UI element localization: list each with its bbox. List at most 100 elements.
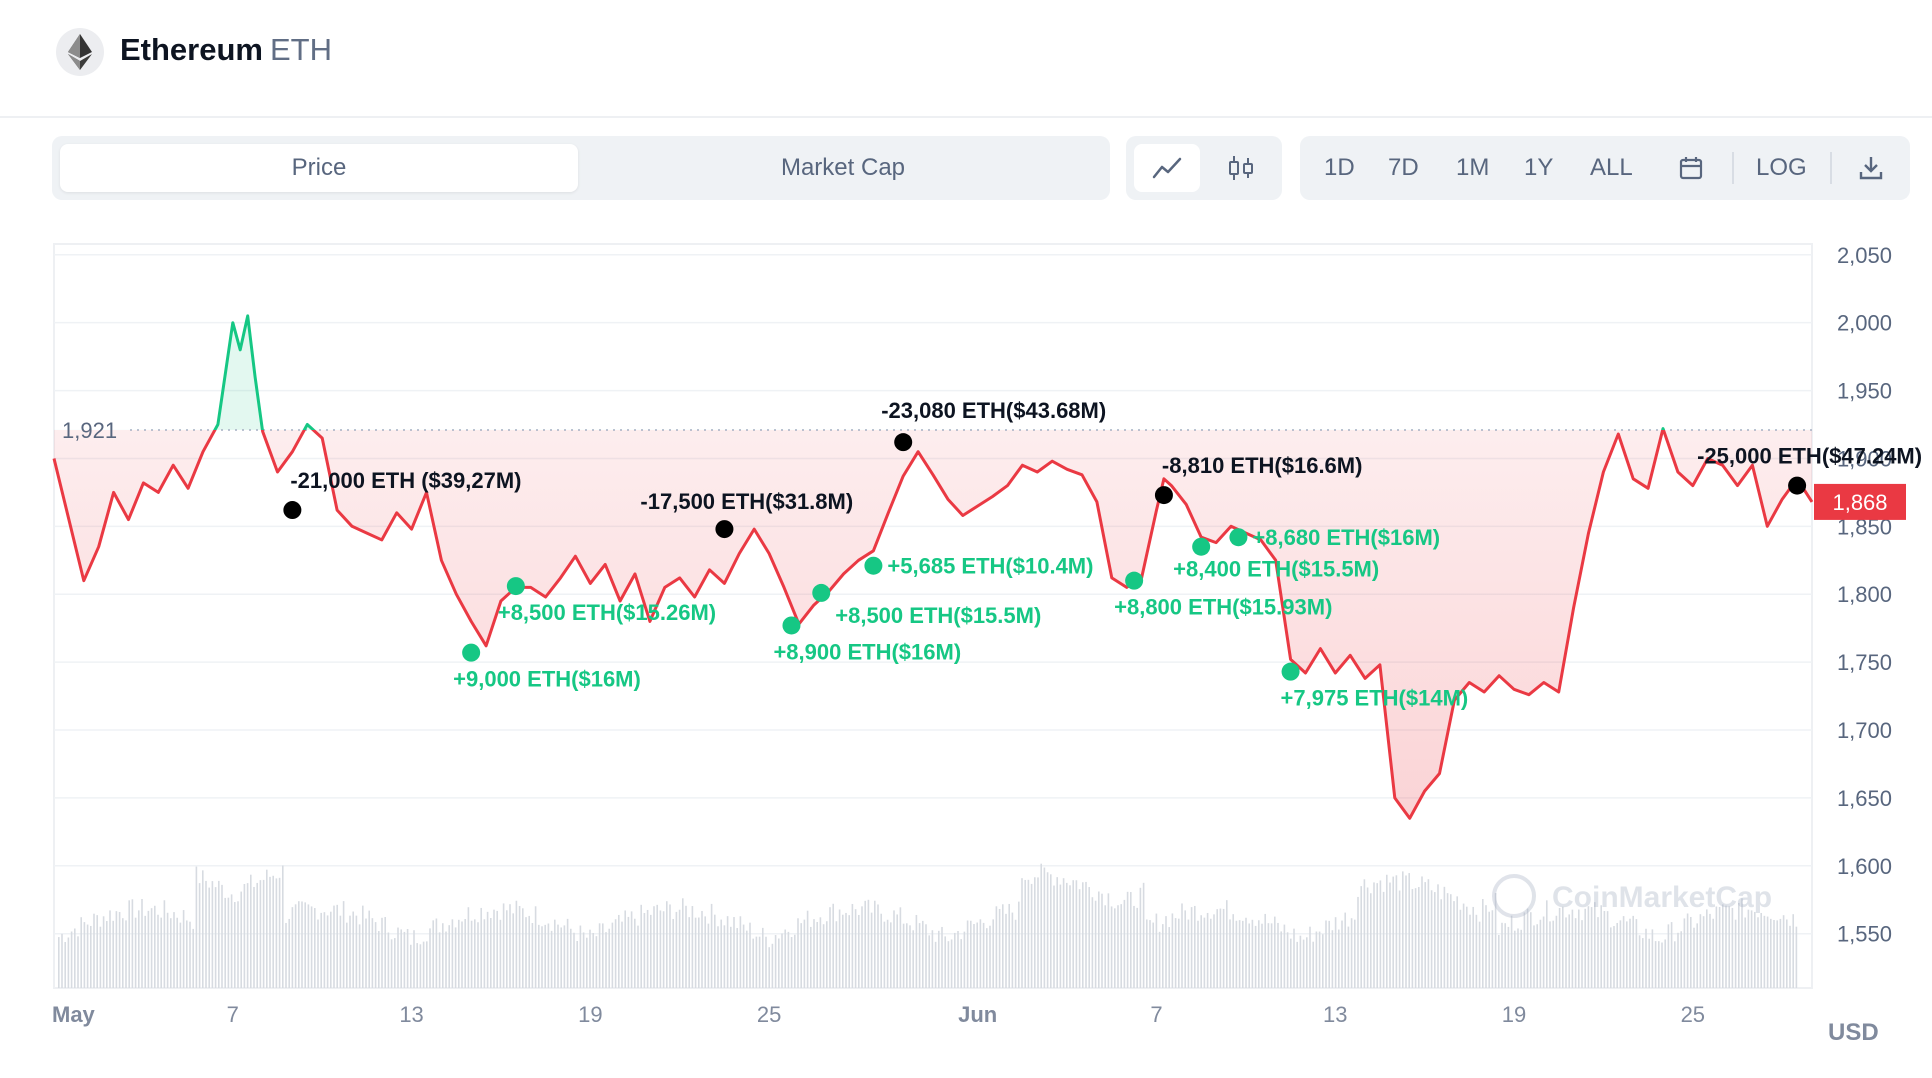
volume-bar <box>80 917 82 988</box>
buy-marker <box>506 577 525 596</box>
buy-marker <box>1281 662 1300 681</box>
volume-bar <box>544 924 546 988</box>
volume-bar <box>1181 903 1183 988</box>
range-all[interactable]: ALL <box>1590 154 1633 181</box>
sell-marker <box>1154 486 1173 505</box>
volume-bar <box>1126 891 1129 988</box>
range-7d[interactable]: 7D <box>1388 154 1419 181</box>
volume-bar <box>106 921 108 988</box>
volume-bar <box>906 923 908 988</box>
volume-bar <box>1018 901 1020 988</box>
tab-market-cap[interactable]: Market Cap <box>780 154 906 181</box>
volume-bar <box>1091 897 1094 988</box>
volume-bar <box>1741 898 1743 988</box>
volume-bar <box>262 879 265 988</box>
volume-bar <box>979 919 982 988</box>
buy-marker <box>782 616 801 635</box>
volume-bar <box>861 906 863 988</box>
volume-bar <box>301 901 303 988</box>
volume-bar <box>86 924 89 988</box>
volume-bar <box>518 905 521 988</box>
volume-bar <box>640 904 642 988</box>
price-chart-area: 2,050 2,000 1,950 1,900 1,850 1,800 1,750 1,700… <box>0 230 1932 1078</box>
volume-bar <box>1443 886 1446 988</box>
volume-bar <box>1523 912 1526 988</box>
y-tick-label: 1,550 <box>1837 922 1892 947</box>
wallet-annotation-label: -17,500 ETH($31.8M) <box>640 489 853 514</box>
volume-bar <box>976 922 978 988</box>
calendar-icon[interactable] <box>1678 155 1704 181</box>
volume-bar <box>1098 891 1100 988</box>
volume-bar <box>842 914 844 988</box>
volume-bar <box>195 866 198 988</box>
volume-bar <box>973 923 975 988</box>
range-1d[interactable]: 1D <box>1324 154 1355 181</box>
volume-bar <box>1398 890 1401 988</box>
volume-bar <box>1405 875 1407 988</box>
download-icon[interactable] <box>1858 155 1884 181</box>
volume-bar <box>1059 884 1062 988</box>
candlestick-button[interactable] <box>1208 144 1274 192</box>
volume-bar <box>1571 909 1574 988</box>
volume-bar <box>486 911 489 988</box>
volume-bar <box>506 910 508 988</box>
coinmarketcap-watermark: CoinMarketCap <box>1492 874 1772 918</box>
x-tick-label: Jun <box>958 1002 997 1027</box>
volume-bar <box>1440 899 1442 988</box>
volume-bar <box>627 916 630 988</box>
volume-bar <box>230 894 233 988</box>
volume-bar <box>1795 926 1798 988</box>
volume-bar <box>1261 923 1263 988</box>
log-scale-toggle[interactable]: LOG <box>1756 154 1807 181</box>
volume-bar <box>637 925 639 988</box>
volume-bar <box>294 904 297 988</box>
volume-bar <box>307 904 310 988</box>
volume-bar <box>1782 915 1785 988</box>
volume-bar <box>1542 916 1545 988</box>
volume-bar <box>1066 882 1068 988</box>
range-1y[interactable]: 1Y <box>1524 154 1554 181</box>
volume-bar <box>1094 900 1097 988</box>
volume-bar <box>1165 916 1167 988</box>
volume-bar <box>1338 929 1340 988</box>
volume-bar <box>1536 924 1538 988</box>
volume-bar <box>96 915 98 988</box>
volume-bar <box>1776 920 1778 988</box>
volume-bar <box>1357 896 1359 988</box>
volume-bar <box>1251 919 1254 988</box>
x-tick-label: 7 <box>227 1002 239 1027</box>
price-chart[interactable]: 2,0502,0001,9501,9001,8501,8001,7501,700… <box>0 230 1932 1078</box>
volume-bar <box>163 900 166 988</box>
sell-marker <box>283 501 302 520</box>
volume-bar <box>563 925 566 988</box>
volume-bar <box>1603 910 1606 988</box>
volume-bar <box>1590 907 1593 988</box>
volume-bar <box>67 937 70 988</box>
volume-bar <box>691 906 694 988</box>
volume-bar <box>717 926 719 988</box>
volume-bar <box>1069 885 1071 988</box>
volume-bar <box>1446 893 1449 988</box>
volume-bar <box>1738 903 1740 988</box>
volume-bar <box>1082 882 1084 988</box>
volume-bar <box>1056 877 1058 988</box>
volume-bar <box>858 914 860 988</box>
volume-bar <box>1696 923 1698 988</box>
volume-bar <box>454 927 457 988</box>
range-1m[interactable]: 1M <box>1456 154 1490 181</box>
tab-price[interactable]: Price <box>60 144 578 192</box>
x-tick-label: 25 <box>757 1002 781 1027</box>
line-chart-button[interactable] <box>1134 144 1200 192</box>
volume-bar <box>144 915 146 988</box>
volume-bar <box>224 897 226 988</box>
volume-bar <box>282 865 284 988</box>
volume-bar <box>445 931 447 988</box>
volume-bar <box>1747 909 1750 988</box>
volume-bar <box>534 906 537 988</box>
volume-bar <box>1062 878 1065 988</box>
volume-bar <box>1037 877 1039 988</box>
volume-bar <box>461 921 463 988</box>
volume-bar <box>1424 882 1426 988</box>
volume-bar <box>1149 920 1151 988</box>
volume-bar <box>1584 908 1586 988</box>
